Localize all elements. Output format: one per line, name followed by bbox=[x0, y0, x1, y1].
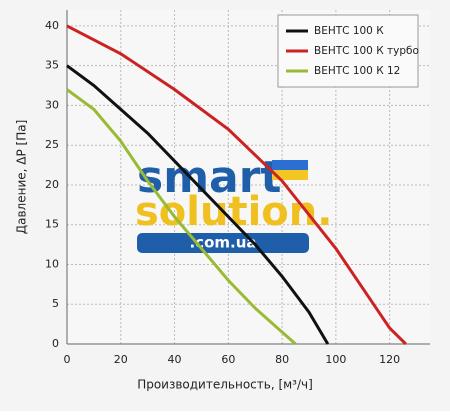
series-line bbox=[66, 64, 330, 345]
x-axis-label: Производительность, [м³/ч] bbox=[137, 378, 313, 392]
watermark-flag bbox=[272, 160, 308, 170]
y-tick-label: 0 bbox=[52, 337, 59, 350]
x-tick-label: 120 bbox=[379, 353, 400, 366]
x-tick-label: 0 bbox=[64, 353, 71, 366]
series-line bbox=[66, 24, 407, 346]
y-tick-label: 40 bbox=[45, 19, 59, 32]
y-tick-label: 20 bbox=[45, 178, 59, 191]
watermark-bar bbox=[137, 233, 309, 253]
watermark-text: smart bbox=[137, 152, 281, 203]
series-line bbox=[66, 88, 297, 346]
y-tick-label: 25 bbox=[45, 138, 59, 151]
legend-label: ВЕНТС 100 К bbox=[314, 25, 384, 37]
y-axis-label: Давление, ΔP [Па] bbox=[15, 120, 29, 235]
y-tick-label: 15 bbox=[45, 218, 59, 231]
y-tick-label: 30 bbox=[45, 98, 59, 111]
legend: ВЕНТС 100 К ВЕНТС 100 К турбо ВЕНТС 100 К … bbox=[277, 14, 419, 88]
x-tick-label: 80 bbox=[275, 353, 289, 366]
watermark-text: solution. bbox=[135, 189, 332, 235]
x-tick-label: 20 bbox=[114, 353, 128, 366]
x-tick-label: 60 bbox=[221, 353, 235, 366]
y-tick-label: 35 bbox=[45, 59, 59, 72]
watermark-flag bbox=[272, 170, 308, 180]
x-tick-label: 100 bbox=[325, 353, 346, 366]
y-tick-label: 5 bbox=[52, 297, 59, 310]
legend-label: ВЕНТС 100 К турбо bbox=[314, 45, 419, 57]
y-tick-label: 10 bbox=[45, 257, 59, 270]
x-tick-label: 40 bbox=[168, 353, 182, 366]
legend-label: ВЕНТС 100 К 12 bbox=[314, 65, 400, 77]
watermark-text: .com.ua bbox=[189, 234, 256, 252]
